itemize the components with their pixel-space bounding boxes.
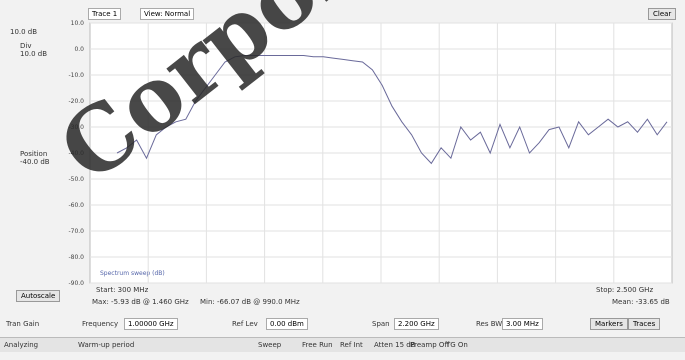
status-item: Analyzing <box>4 341 39 349</box>
scale: 10.0 dB <box>10 28 38 36</box>
max-readout: Max: -5.93 dB @ 1.460 GHz <box>92 298 189 306</box>
start: Start: 300 MHz <box>96 286 149 294</box>
y-tick-label: 10.0 <box>71 20 85 27</box>
markers-button[interactable]: Markers <box>590 318 628 330</box>
legend: Spectrum sweep (dB) <box>100 270 165 277</box>
div-label: Div <box>20 42 32 50</box>
y-tick-label: 0.0 <box>74 46 84 53</box>
autoscale-button[interactable]: Autoscale <box>16 290 61 302</box>
rbw-label: Res BW <box>476 320 503 328</box>
frequency-input[interactable]: 1.00000 GHz <box>124 318 178 330</box>
mode: Tran Gain <box>6 320 40 328</box>
trace-select[interactable]: Trace 1 <box>88 8 122 20</box>
status-item: Warm-up period <box>78 341 135 349</box>
y-tick-label: -90.0 <box>68 280 84 287</box>
span-input[interactable]: 2.200 GHz <box>394 318 439 330</box>
y-tick-label: -30.0 <box>68 124 84 131</box>
y-tick-label: -70.0 <box>68 228 84 235</box>
y-tick-label: -80.0 <box>68 254 84 261</box>
span-label: Span <box>372 320 390 328</box>
position-label: Position <box>20 150 48 158</box>
status-bar: Analyzing Warm-up period Sweep Free Run Ref … <box>0 337 685 352</box>
min-readout: Min: -66.07 dB @ 990.0 MHz <box>200 298 300 306</box>
y-tick-label: -20.0 <box>68 98 84 105</box>
status-item: Sweep <box>258 341 282 349</box>
view-select[interactable]: View: Normal <box>140 8 195 20</box>
status-item: Ref Int <box>340 341 363 349</box>
position-value[interactable]: -40.0 dB <box>20 158 50 166</box>
frequency-label: Frequency <box>82 320 119 328</box>
y-tick-label: -40.0 <box>68 150 84 157</box>
y-tick-label: -60.0 <box>68 202 84 209</box>
ref-label: Ref Lev <box>232 320 258 328</box>
y-tick-label: -50.0 <box>68 176 84 183</box>
traces-button[interactable]: Traces <box>628 318 661 330</box>
mean-readout: Mean: -33.65 dB <box>612 298 670 306</box>
stop: Stop: 2.500 GHz <box>596 286 654 294</box>
div-value[interactable]: 10.0 dB <box>20 50 48 58</box>
ref-input[interactable]: 0.00 dBm <box>266 318 308 330</box>
clear-button[interactable]: Clear <box>648 8 677 20</box>
status-item: TG On <box>446 341 468 349</box>
status-item: Preamp Off <box>410 341 450 349</box>
status-item: Atten 15 dB <box>374 341 416 349</box>
status-item: Free Run <box>302 341 333 349</box>
trace <box>116 55 668 165</box>
rbw-input[interactable]: 3.00 MHz <box>502 318 543 330</box>
y-tick-label: -10.0 <box>68 72 84 79</box>
